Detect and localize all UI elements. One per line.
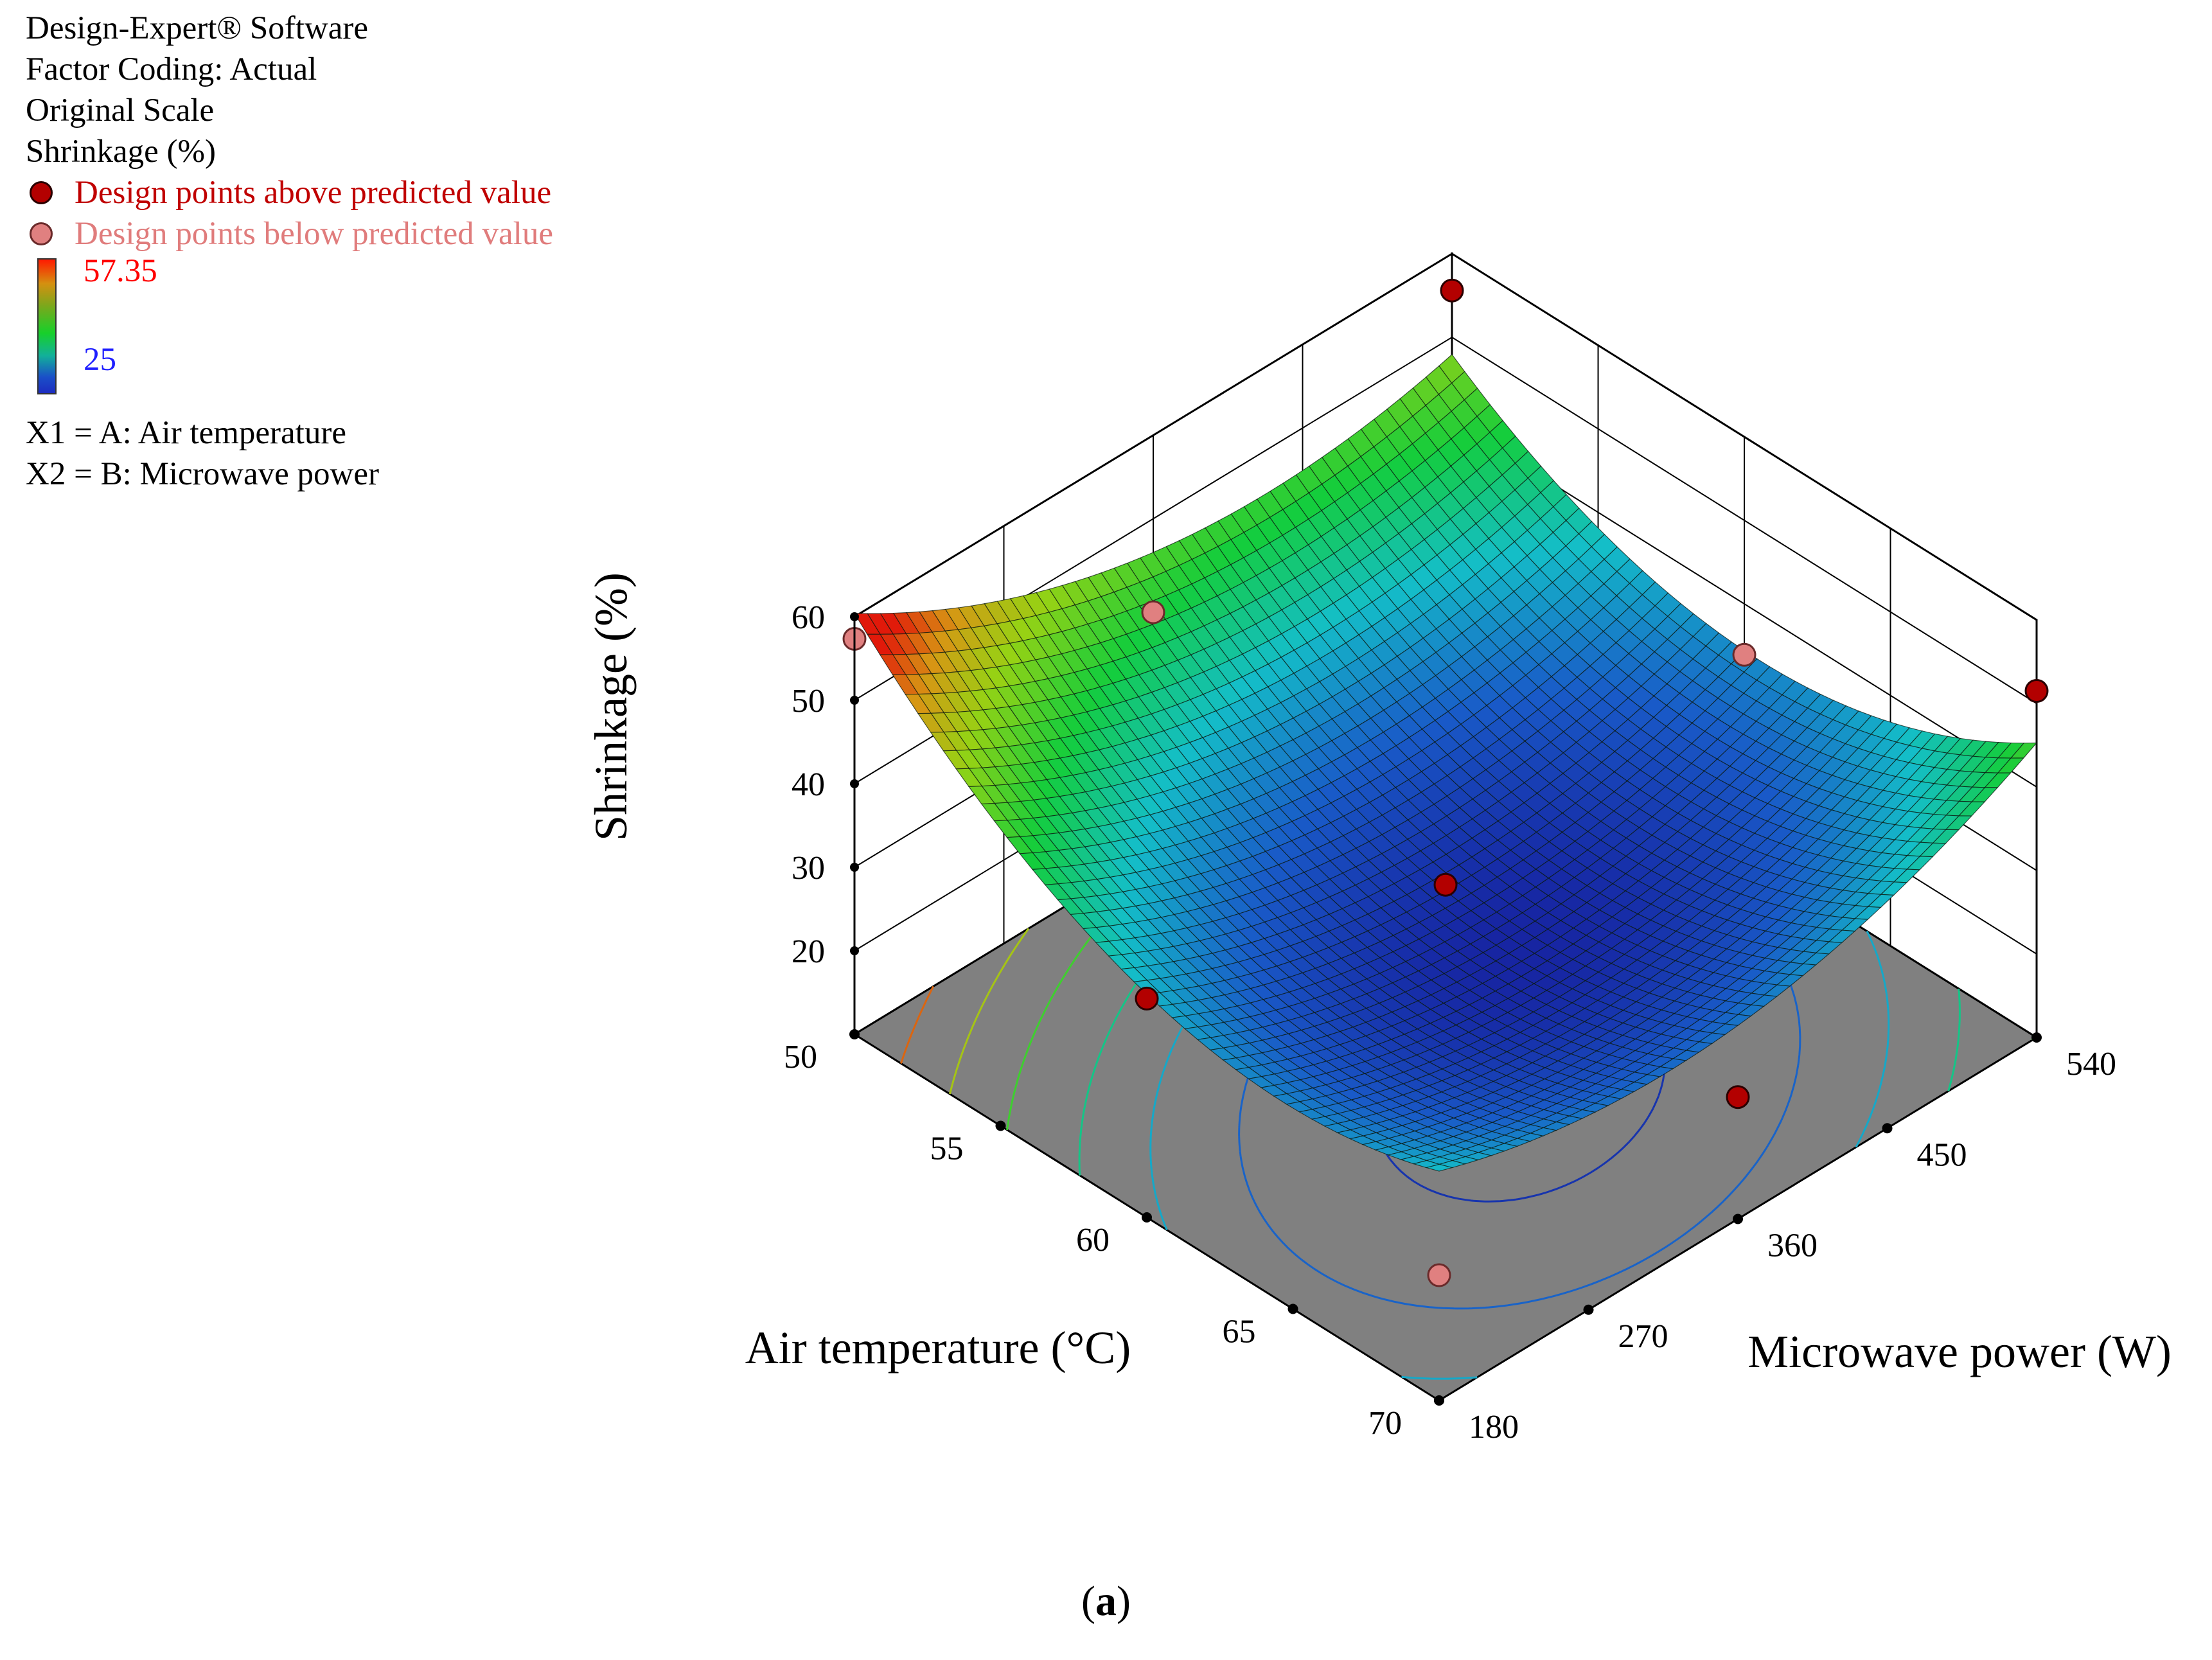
z-tick-label: 40	[792, 766, 825, 803]
z-tick-dot	[850, 612, 859, 621]
y-tick-dot	[1434, 1395, 1444, 1406]
y-tick-label: 270	[1618, 1318, 1668, 1355]
wall-horizontal-gridline	[854, 336, 2037, 704]
x-tick-dot	[849, 1029, 860, 1039]
z-tick-label: 50	[792, 683, 825, 720]
y-tick-label: 450	[1917, 1136, 1967, 1173]
axes: 20 30 40 50 60 50 55 60 65 70 180 270 360 450 540	[784, 599, 2116, 1445]
y-tick-dot	[1882, 1123, 1893, 1134]
response-surface	[854, 353, 2038, 1172]
x-tick-dot	[1287, 1303, 1298, 1314]
legend-panel: Design-Expert® Software Factor Coding: A…	[26, 8, 553, 495]
legend-above-entry: Design points above predicted value	[26, 172, 553, 213]
floor-contour-line	[948, 928, 1030, 1095]
design-point-above	[2024, 679, 2049, 703]
y-tick-dot	[1583, 1304, 1594, 1315]
z-tick-dot	[850, 863, 859, 872]
design-point-above	[1440, 278, 1464, 303]
colorbar-min-label: 25	[84, 342, 116, 378]
factor-x2-label: X2 = B: Microwave power	[26, 456, 379, 492]
z-tick-dot	[850, 779, 859, 788]
design-point-below	[1141, 600, 1165, 624]
z-tick-dot	[850, 696, 859, 705]
y-tick-label: 360	[1767, 1228, 1818, 1264]
above-point-marker	[30, 181, 53, 204]
x-tick-dot	[1142, 1212, 1152, 1223]
x-tick-dot	[995, 1120, 1006, 1131]
colorbar-max-label: 57.35	[84, 253, 157, 289]
design-points	[842, 278, 2049, 1287]
design-point-below	[1732, 642, 1756, 667]
z-tick-label: 60	[792, 599, 825, 636]
response-label: Shrinkage (%)	[26, 134, 216, 170]
y-tick-dot	[1733, 1214, 1743, 1224]
surface-cell	[1425, 1163, 1454, 1172]
below-point-marker	[30, 222, 53, 245]
design-point-above	[1726, 1085, 1750, 1109]
y-tick-label: 540	[2066, 1046, 2116, 1082]
x-tick-label: 65	[1223, 1314, 1256, 1350]
design-point-above	[1135, 986, 1159, 1011]
y-axis-label: Microwave power (W)	[1747, 1326, 2172, 1377]
z-axis-label: Shrinkage (%)	[585, 572, 637, 841]
below-point-label: Design points below predicted value	[75, 216, 553, 252]
colorbar-legend: 57.35 25	[26, 253, 553, 394]
x-axis-label: Air temperature (°C)	[745, 1322, 1131, 1373]
x-tick-label: 50	[784, 1039, 817, 1075]
above-point-label: Design points above predicted value	[75, 175, 552, 211]
colorbar	[37, 258, 57, 394]
caption-letter: a	[1095, 1578, 1117, 1625]
factor-x1-label: X1 = A: Air temperature	[26, 415, 346, 451]
y-tick-dot	[2031, 1032, 2042, 1043]
z-tick-dot	[850, 946, 859, 955]
factor-coding-label: Factor Coding: Actual	[26, 51, 317, 87]
z-tick-label: 20	[792, 933, 825, 970]
caption-close: )	[1117, 1578, 1131, 1625]
legend-below-entry: Design points below predicted value	[26, 213, 553, 254]
design-point-above	[1433, 872, 1458, 897]
software-label: Design-Expert® Software	[26, 10, 369, 46]
scale-label: Original Scale	[26, 93, 215, 128]
x-tick-label: 55	[930, 1131, 964, 1167]
z-tick-label: 30	[792, 850, 825, 887]
x-tick-label: 70	[1368, 1405, 1402, 1442]
x-tick-label: 60	[1076, 1222, 1110, 1258]
floor-contour-line	[899, 985, 935, 1064]
figure-caption: (a)	[0, 1577, 2212, 1626]
design-point-below	[1427, 1263, 1451, 1287]
y-tick-label: 180	[1469, 1409, 1519, 1445]
caption-open: (	[1081, 1578, 1095, 1625]
